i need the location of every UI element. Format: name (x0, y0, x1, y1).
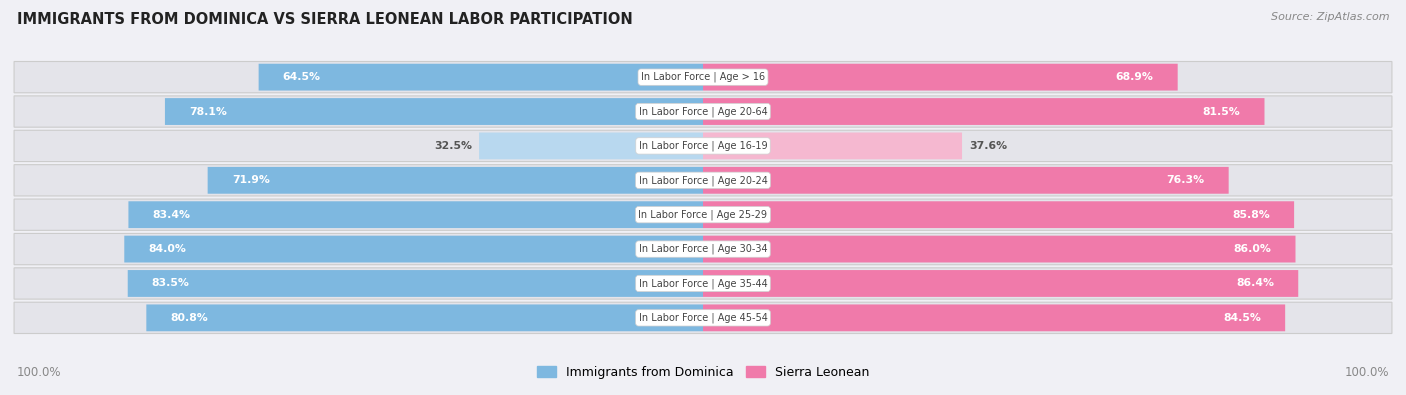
FancyBboxPatch shape (208, 167, 703, 194)
Text: IMMIGRANTS FROM DOMINICA VS SIERRA LEONEAN LABOR PARTICIPATION: IMMIGRANTS FROM DOMINICA VS SIERRA LEONE… (17, 12, 633, 27)
Text: 83.5%: 83.5% (152, 278, 190, 288)
Text: In Labor Force | Age 35-44: In Labor Force | Age 35-44 (638, 278, 768, 289)
Text: 64.5%: 64.5% (283, 72, 321, 82)
Text: 86.4%: 86.4% (1236, 278, 1274, 288)
Text: In Labor Force | Age > 16: In Labor Force | Age > 16 (641, 72, 765, 83)
FancyBboxPatch shape (479, 132, 703, 159)
FancyBboxPatch shape (14, 96, 1392, 127)
Text: In Labor Force | Age 20-24: In Labor Force | Age 20-24 (638, 175, 768, 186)
Text: 86.0%: 86.0% (1233, 244, 1271, 254)
FancyBboxPatch shape (259, 64, 703, 90)
FancyBboxPatch shape (14, 268, 1392, 299)
Text: 68.9%: 68.9% (1116, 72, 1153, 82)
Text: In Labor Force | Age 45-54: In Labor Force | Age 45-54 (638, 312, 768, 323)
Text: 84.0%: 84.0% (149, 244, 186, 254)
FancyBboxPatch shape (14, 199, 1392, 230)
Legend: Immigrants from Dominica, Sierra Leonean: Immigrants from Dominica, Sierra Leonean (531, 361, 875, 384)
Text: 32.5%: 32.5% (434, 141, 472, 151)
Text: 83.4%: 83.4% (152, 210, 191, 220)
FancyBboxPatch shape (165, 98, 703, 125)
Text: 71.9%: 71.9% (232, 175, 270, 185)
FancyBboxPatch shape (703, 236, 1295, 263)
FancyBboxPatch shape (14, 233, 1392, 265)
FancyBboxPatch shape (703, 132, 962, 159)
FancyBboxPatch shape (703, 167, 1229, 194)
FancyBboxPatch shape (14, 165, 1392, 196)
Text: Source: ZipAtlas.com: Source: ZipAtlas.com (1271, 12, 1389, 22)
Text: 76.3%: 76.3% (1167, 175, 1205, 185)
FancyBboxPatch shape (14, 302, 1392, 333)
Text: 37.6%: 37.6% (969, 141, 1007, 151)
Text: 80.8%: 80.8% (170, 313, 208, 323)
FancyBboxPatch shape (703, 305, 1285, 331)
FancyBboxPatch shape (703, 98, 1264, 125)
FancyBboxPatch shape (703, 201, 1294, 228)
FancyBboxPatch shape (124, 236, 703, 263)
Text: In Labor Force | Age 20-64: In Labor Force | Age 20-64 (638, 106, 768, 117)
FancyBboxPatch shape (128, 201, 703, 228)
Text: 84.5%: 84.5% (1223, 313, 1261, 323)
FancyBboxPatch shape (128, 270, 703, 297)
Text: 78.1%: 78.1% (188, 107, 226, 117)
Text: 85.8%: 85.8% (1232, 210, 1270, 220)
FancyBboxPatch shape (703, 64, 1178, 90)
FancyBboxPatch shape (146, 305, 703, 331)
Text: In Labor Force | Age 25-29: In Labor Force | Age 25-29 (638, 209, 768, 220)
Text: 81.5%: 81.5% (1202, 107, 1240, 117)
Text: In Labor Force | Age 30-34: In Labor Force | Age 30-34 (638, 244, 768, 254)
FancyBboxPatch shape (14, 62, 1392, 93)
FancyBboxPatch shape (703, 270, 1298, 297)
Text: 100.0%: 100.0% (17, 366, 62, 379)
Text: 100.0%: 100.0% (1344, 366, 1389, 379)
FancyBboxPatch shape (14, 130, 1392, 162)
Text: In Labor Force | Age 16-19: In Labor Force | Age 16-19 (638, 141, 768, 151)
